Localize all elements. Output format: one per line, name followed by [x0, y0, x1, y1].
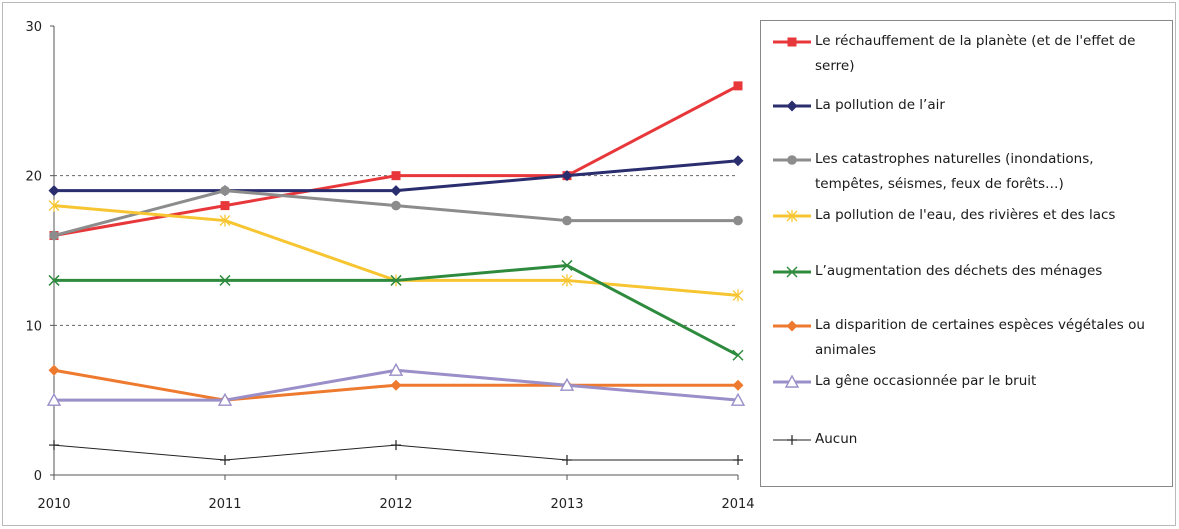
data-point	[48, 364, 60, 376]
data-point	[220, 455, 230, 466]
data-point	[733, 215, 743, 226]
data-point	[219, 274, 231, 286]
legend-label: Les catastrophes naturelles (inondations…	[815, 151, 1094, 192]
x-tick-label: 2013	[550, 497, 583, 512]
legend-marker	[786, 100, 798, 112]
series-3	[49, 185, 743, 241]
x-tick-label: 2011	[208, 497, 241, 512]
series-7	[46, 362, 746, 406]
legend-label: Aucun	[815, 431, 858, 447]
legend-marker	[786, 266, 798, 278]
legend-swatch	[773, 266, 811, 278]
legend: Le réchauffement de la planète (et de l'…	[760, 20, 1173, 487]
legend-swatch	[773, 37, 811, 47]
x-tick-label: 2010	[37, 497, 70, 512]
data-point	[730, 392, 746, 406]
data-point	[733, 455, 743, 466]
data-point	[559, 377, 575, 391]
legend-swatch	[773, 320, 811, 332]
data-point	[388, 362, 404, 376]
data-point	[733, 81, 743, 91]
series-4	[48, 199, 744, 302]
x-tick-label: 2014	[721, 497, 754, 512]
legend-label: La gêne occasionnée par le bruit	[815, 373, 1037, 389]
legend-marker	[784, 374, 800, 388]
data-point	[46, 392, 62, 406]
series-1	[49, 81, 743, 241]
data-point	[49, 230, 59, 241]
data-point	[390, 274, 402, 286]
legend-swatch	[773, 155, 811, 165]
series-5	[48, 259, 744, 361]
legend-swatch	[773, 435, 811, 445]
legend-label: La pollution de l'eau, des rivières et d…	[815, 207, 1116, 223]
data-point	[391, 200, 401, 211]
y-tick-label: 30	[25, 20, 42, 35]
data-point	[219, 214, 231, 227]
data-point	[561, 170, 573, 182]
data-point	[562, 215, 572, 226]
legend-marker	[787, 37, 797, 47]
legend-marker	[787, 155, 797, 165]
data-point	[390, 185, 402, 197]
data-point	[732, 289, 744, 302]
data-point	[220, 185, 230, 196]
data-point	[220, 201, 230, 211]
data-point	[48, 199, 60, 212]
line-chart: 0 10 20 30 2010 2011 2012 2013 2014	[25, 20, 754, 512]
data-point	[48, 185, 60, 197]
data-point	[48, 274, 60, 286]
series-8	[49, 440, 743, 466]
axis-layer: 0 10 20 30 2010 2011 2012 2013 2014	[25, 20, 754, 512]
data-point	[732, 349, 744, 361]
data-point	[732, 379, 744, 391]
data-point	[391, 440, 401, 451]
legend-swatch	[773, 374, 811, 388]
data-point	[561, 259, 573, 271]
legend-marker	[786, 210, 798, 222]
legend-label: La disparition de certaines espèces végé…	[815, 317, 1145, 358]
legend-swatch	[773, 100, 811, 112]
legend-label: La pollution de l’air	[815, 97, 945, 113]
legend-marker	[787, 435, 797, 445]
data-point	[49, 440, 59, 451]
data-point	[562, 455, 572, 466]
data-point	[391, 171, 401, 181]
y-tick-label: 0	[34, 469, 42, 484]
y-tick-label: 10	[25, 319, 42, 334]
data-point	[217, 392, 233, 406]
data-point	[561, 274, 573, 287]
legend-label: Le réchauffement de la planète (et de l'…	[815, 33, 1136, 74]
legend-swatch	[773, 210, 811, 222]
data-point	[732, 155, 744, 167]
legend-marker	[786, 320, 798, 332]
legend-label: L’augmentation des déchets des ménages	[815, 263, 1103, 279]
series-line-5	[54, 263, 739, 357]
data-point	[390, 379, 402, 391]
y-tick-label: 20	[25, 170, 42, 185]
series-layer	[46, 81, 746, 466]
x-tick-label: 2012	[379, 497, 412, 512]
